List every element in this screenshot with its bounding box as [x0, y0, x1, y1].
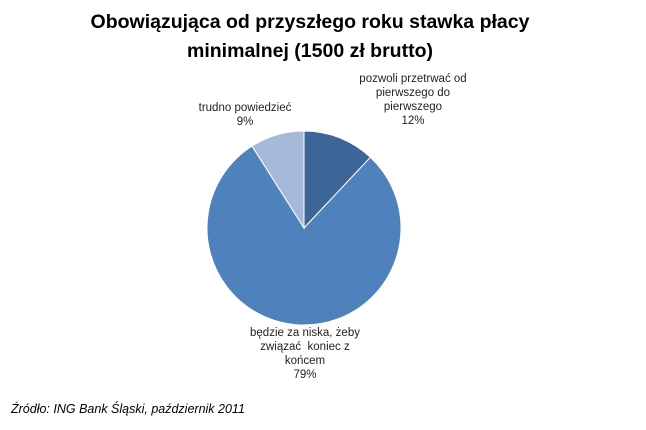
chart-title: Obowiązująca od przyszłego roku stawka p…: [90, 11, 530, 62]
slice-label-line: będzie za niska, żeby: [250, 327, 360, 339]
slice-value-przetrwac: 12%: [401, 115, 425, 127]
slice-label-line: pozwoli przetrwać od: [359, 73, 467, 85]
pie-slice-za-niska: [206, 145, 402, 326]
slice-value-za-niska: 79%: [293, 369, 317, 381]
slice-label-trudno-text: trudno powiedzieć: [170, 101, 320, 115]
slice-label-line: związać koniec z: [260, 341, 350, 353]
slice-label-przetrwac-text: pozwoli przetrwać od pierwszego do pierwsz…: [338, 72, 488, 114]
slice-label-przetrwac: pozwoli przetrwać od pierwszego do pierwsz…: [338, 72, 488, 128]
slice-label-za-niska: będzie za niska, żeby związać koniec z koń…: [210, 326, 400, 382]
pie-slice-przetrwac: [303, 130, 372, 230]
slice-label-za-niska-text: będzie za niska, żeby związać koniec z koń…: [210, 326, 400, 368]
pie-slice-trudno: [251, 130, 305, 230]
slice-label-line: pierwszego: [383, 101, 443, 113]
slice-label-trudno: trudno powiedzieć 9%: [170, 101, 320, 129]
slice-label-line: trudno powiedzieć: [198, 102, 292, 114]
slice-value-trudno: 9%: [236, 116, 254, 128]
slice-label-line: pierwszego do: [375, 87, 451, 99]
slice-label-line: końcem: [284, 355, 326, 367]
source-note: Źródło: ING Bank Śląski, październik 201…: [11, 402, 245, 416]
